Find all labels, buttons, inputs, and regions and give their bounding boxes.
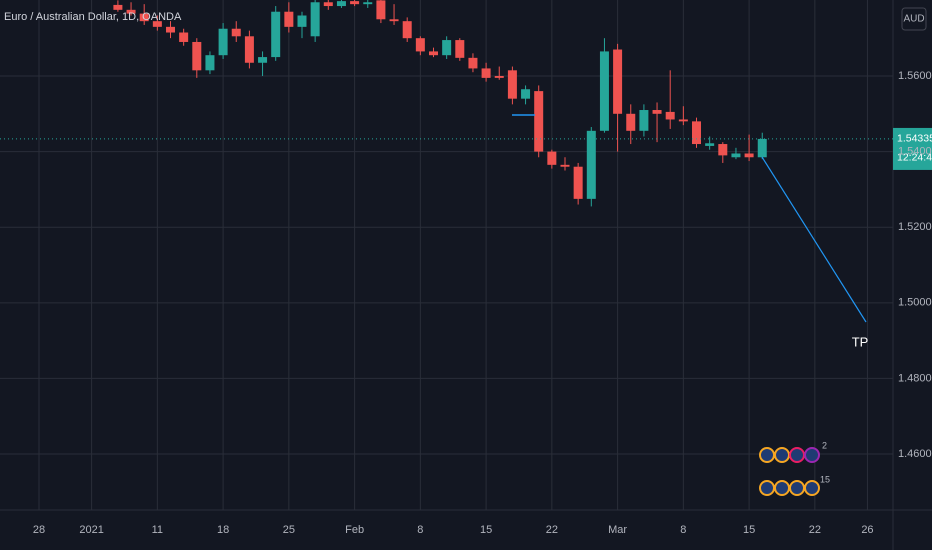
candle-body (639, 110, 649, 131)
candle-body (507, 70, 517, 99)
candle-body (573, 166, 583, 199)
candle-body (613, 49, 623, 114)
badge: 15 (820, 474, 830, 484)
x-tick-label: Mar (608, 524, 627, 536)
badge: 2 (822, 440, 827, 450)
y-tick-label: 1.46000 (898, 448, 932, 460)
price-marker: 1.54335 12:24:49 (0, 127, 932, 170)
avatars: 2 15 (759, 440, 830, 496)
candle-body (258, 57, 268, 63)
y-tick-label: 1.48000 (898, 372, 932, 384)
candle-body (652, 110, 662, 114)
candle-body (494, 75, 504, 78)
candle-body (626, 113, 636, 131)
y-tick-label: 1.52000 (898, 221, 932, 233)
currency-label: AUD (903, 14, 924, 25)
countdown-label: 12:24:49 (897, 152, 932, 164)
price-box (893, 127, 932, 170)
avatar (804, 447, 820, 463)
x-tick-label: 11 (152, 524, 163, 536)
x-tick-label: 2021 (79, 524, 103, 536)
avatar (774, 447, 790, 463)
tp-trend-line (761, 156, 867, 323)
candle-body (139, 13, 149, 22)
x-tick-label: 22 (809, 524, 821, 536)
candle-body (336, 1, 346, 7)
candle-body (389, 19, 399, 22)
candle-body (468, 57, 478, 69)
x-tick-label: 26 (861, 524, 873, 536)
candle-body (757, 138, 767, 158)
candle-body (718, 144, 728, 156)
candle-body (231, 28, 241, 37)
candle-body (599, 51, 609, 131)
candle-body (521, 89, 531, 99)
x-tick-label: 28 (33, 524, 45, 536)
candle-body (166, 26, 175, 33)
candle-body (586, 130, 596, 199)
candle-body (297, 15, 307, 27)
candle-body (271, 11, 281, 58)
y-tick-label: 1.50000 (898, 297, 932, 309)
avatar (774, 480, 790, 496)
grid (0, 0, 893, 510)
x-tick-label: 15 (480, 524, 492, 536)
candle-body (481, 68, 491, 78)
candle-body (442, 40, 452, 56)
chart-title: Euro / Australian Dollar, 1D, OANDA (4, 11, 182, 23)
candle-body (192, 41, 202, 71)
x-tick-label: 15 (743, 524, 755, 536)
x-tick-label: 25 (283, 524, 295, 536)
candle-body (455, 40, 465, 58)
candle-body (284, 11, 294, 27)
candle-body (415, 38, 425, 52)
avatar (804, 480, 820, 496)
currency-box (901, 7, 927, 31)
candle-body (218, 28, 228, 56)
x-tick-label: 8 (680, 524, 686, 536)
candle-body (665, 111, 675, 120)
tp-label: TP (852, 334, 869, 349)
candle-body (205, 55, 215, 71)
candle-body (429, 51, 438, 56)
candle-body (678, 119, 688, 122)
candle-body (179, 32, 189, 42)
candles (113, 0, 767, 207)
last-price-label: 1.54335 (897, 133, 932, 145)
candle-body (402, 21, 412, 39)
candle-body (692, 121, 701, 145)
y-tick-label: 1.56000 (898, 70, 932, 82)
x-tick-label: Feb (345, 524, 364, 536)
candle-body (323, 2, 333, 7)
avatar (759, 480, 775, 496)
x-tick-label: 8 (417, 524, 423, 536)
avatar (759, 447, 775, 463)
candle-body (113, 4, 123, 10)
candle-body (376, 0, 386, 20)
candle-body (152, 21, 162, 27)
candle-body (731, 153, 741, 158)
candle-body (310, 2, 320, 37)
candle-body (705, 143, 715, 146)
avatar (789, 480, 805, 496)
candle-body (126, 9, 136, 14)
candle-body (244, 36, 254, 63)
x-tick-label: 22 (546, 524, 558, 536)
avatar (789, 447, 805, 463)
candle-body (560, 164, 570, 167)
candle-body (744, 153, 754, 158)
candle-body (547, 151, 557, 165)
candle-body (534, 91, 544, 152)
candle-body (363, 2, 373, 5)
x-tick-label: 18 (217, 524, 229, 536)
y-tick-label: 1.54000 (898, 146, 932, 158)
candle-body (350, 1, 360, 5)
